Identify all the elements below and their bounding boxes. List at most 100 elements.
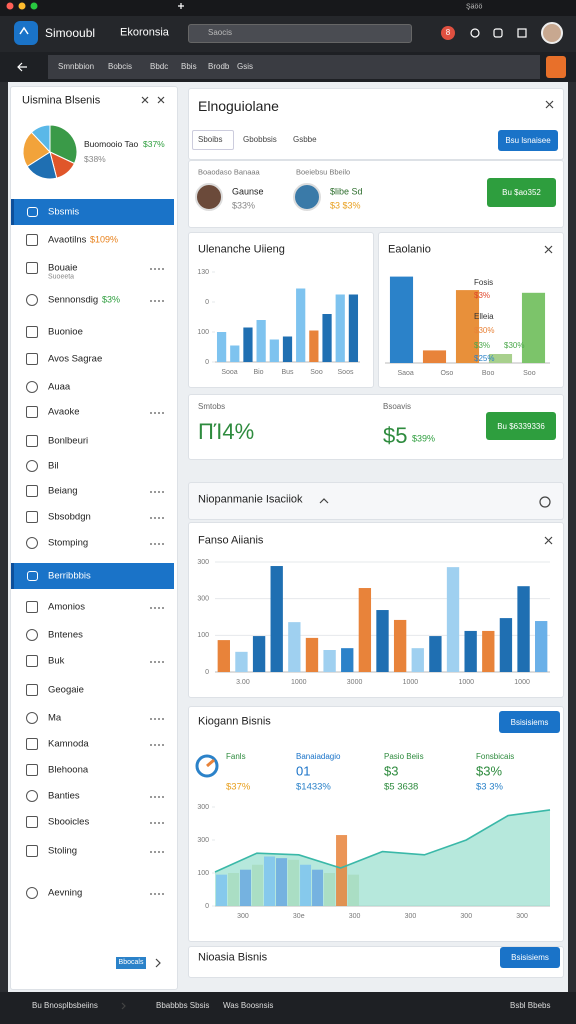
nav-tab[interactable]: Brodb xyxy=(208,62,230,71)
sidebar-item-label[interactable]: Kamnoda xyxy=(48,738,89,750)
nav-tab[interactable]: Bbdc xyxy=(150,62,169,71)
item-icon xyxy=(26,234,38,246)
overview-tab[interactable]: Gbobbsis xyxy=(243,135,277,144)
overview-button[interactable]: Bsu lsnaisee xyxy=(498,130,558,151)
sidebar-item-label[interactable]: Sbsobdgn xyxy=(48,511,91,523)
status-item[interactable]: Was Boosnsis xyxy=(223,1001,274,1010)
column xyxy=(228,873,240,906)
sidebar-item-note: $109% xyxy=(90,234,119,245)
item-menu[interactable] xyxy=(150,661,164,663)
item-menu[interactable] xyxy=(150,796,164,798)
sidebar-item-label[interactable]: Bil xyxy=(48,460,59,472)
item-menu[interactable] xyxy=(150,607,164,609)
sidebar-item-label[interactable]: Avos Sagrae xyxy=(48,353,103,365)
bar xyxy=(252,636,266,672)
growth-button[interactable]: Bsisisiems xyxy=(499,711,560,733)
sidebar-item-label[interactable]: Sbooicles xyxy=(48,816,90,828)
overview-tab[interactable]: Gsbbe xyxy=(293,135,317,144)
window-status: Şäöö xyxy=(466,3,483,11)
person-name: Gaunse xyxy=(232,186,264,197)
y-tick-label: 300 xyxy=(197,804,209,811)
logo[interactable] xyxy=(14,21,38,45)
footer-tag[interactable]: Bbocals xyxy=(116,957,146,969)
item-menu[interactable] xyxy=(150,268,164,270)
tab-frame[interactable] xyxy=(192,130,234,150)
notification-badge[interactable]: 8 xyxy=(441,26,455,40)
section-bar xyxy=(188,482,564,520)
sidebar-item-sub: Suoeeta xyxy=(48,273,75,281)
sidebar-item-label[interactable]: Auaa xyxy=(48,381,71,393)
sidebar-item-label[interactable]: Sbsmis xyxy=(48,206,80,218)
bar xyxy=(230,345,240,362)
menu-button[interactable] xyxy=(546,56,566,78)
sidebar-item-label[interactable]: Bouaie xyxy=(48,262,78,274)
sidebar-item-label[interactable]: Avaotilns xyxy=(48,234,87,246)
people-button[interactable]: Bu $ao352 xyxy=(487,178,556,207)
column xyxy=(312,869,324,906)
sidebar-item-label[interactable]: Buk xyxy=(48,655,65,667)
sidebar-item-label[interactable]: Beiang xyxy=(48,485,78,497)
item-icon xyxy=(26,262,38,274)
item-menu[interactable] xyxy=(150,543,164,545)
kpi-left-value: ΠΊ4% xyxy=(198,419,255,444)
sidebar-item-label[interactable]: Geogaie xyxy=(48,684,84,696)
status-item[interactable]: Bbabbbs Sbsis xyxy=(156,1001,210,1010)
close-icons[interactable] xyxy=(121,96,554,1010)
item-icon xyxy=(26,887,38,899)
sidebar-item-label[interactable]: Aevning xyxy=(48,887,83,899)
x-tick-label: Sooa xyxy=(221,369,237,376)
sidebar-item-label[interactable]: Blehoona xyxy=(48,764,89,776)
sidebar-item-label[interactable]: Sennonsdig xyxy=(48,294,99,306)
item-menu[interactable] xyxy=(150,851,164,853)
nav-tab[interactable]: Bobcis xyxy=(108,62,133,71)
sidebar-item-label[interactable]: Stoling xyxy=(48,845,78,857)
y-tick-label: 0 xyxy=(205,359,209,366)
kpi-button[interactable]: Bu $6339336 xyxy=(486,412,556,440)
item-menu[interactable] xyxy=(150,412,164,414)
sidebar-item-label[interactable]: Stomping xyxy=(48,537,89,549)
sidebar-item-label[interactable]: Ma xyxy=(48,712,62,724)
item-menu[interactable] xyxy=(150,718,164,720)
sidebar xyxy=(10,86,178,990)
nav-tab[interactable]: Gsis xyxy=(237,62,253,71)
nav-tab[interactable]: Bbis xyxy=(181,62,197,71)
sidebar-item-label[interactable]: Banties xyxy=(48,790,80,802)
bottom-button[interactable]: Bsisisiems xyxy=(500,947,560,968)
sidebar-item-active[interactable] xyxy=(11,563,174,589)
item-menu[interactable] xyxy=(150,300,164,302)
balance-note: $25% xyxy=(474,354,494,363)
balance-title: Eaolanio xyxy=(388,243,431,256)
y-tick-label: 0 xyxy=(205,669,209,676)
stat-value: $3 xyxy=(384,763,399,779)
kpi-delta: $39% xyxy=(412,433,436,444)
bar xyxy=(217,640,230,672)
item-icon xyxy=(26,294,38,306)
bar xyxy=(446,567,460,672)
sidebar-item-label[interactable]: Amonios xyxy=(48,601,85,613)
item-menu[interactable] xyxy=(150,893,164,895)
bar xyxy=(488,354,513,363)
item-menu[interactable] xyxy=(150,491,164,493)
sidebar-item-label[interactable]: Bonlbeuri xyxy=(48,435,89,447)
brand[interactable]: Ekoronsia xyxy=(120,26,169,39)
sidebar-item-active[interactable] xyxy=(11,199,174,225)
search-box[interactable] xyxy=(188,24,412,43)
sidebar-item-label[interactable]: Avaoke xyxy=(48,406,80,418)
sidebar-item-label[interactable]: Buonioe xyxy=(48,326,83,338)
status-item[interactable]: Bu Bnosplbsbeiins xyxy=(32,1001,98,1010)
y-tick-label: 100 xyxy=(197,870,209,877)
status-item[interactable]: Bsbl Bbebs xyxy=(510,1001,551,1010)
tab-strip xyxy=(48,55,540,79)
nav-tab[interactable]: Smnbbion xyxy=(58,62,95,71)
x-tick-label: 1000 xyxy=(514,679,530,686)
app-name: Simooubl xyxy=(45,26,96,40)
avatar[interactable] xyxy=(541,22,563,44)
sidebar-item-label[interactable]: Bntenes xyxy=(48,629,83,641)
sidebar-item-label[interactable]: Berribbbis xyxy=(48,570,91,582)
overview-tab[interactable]: Sboibs xyxy=(198,135,223,144)
item-menu[interactable] xyxy=(150,744,164,746)
item-menu[interactable] xyxy=(150,822,164,824)
column xyxy=(264,856,276,906)
item-menu[interactable] xyxy=(150,517,164,519)
bar xyxy=(335,294,345,362)
